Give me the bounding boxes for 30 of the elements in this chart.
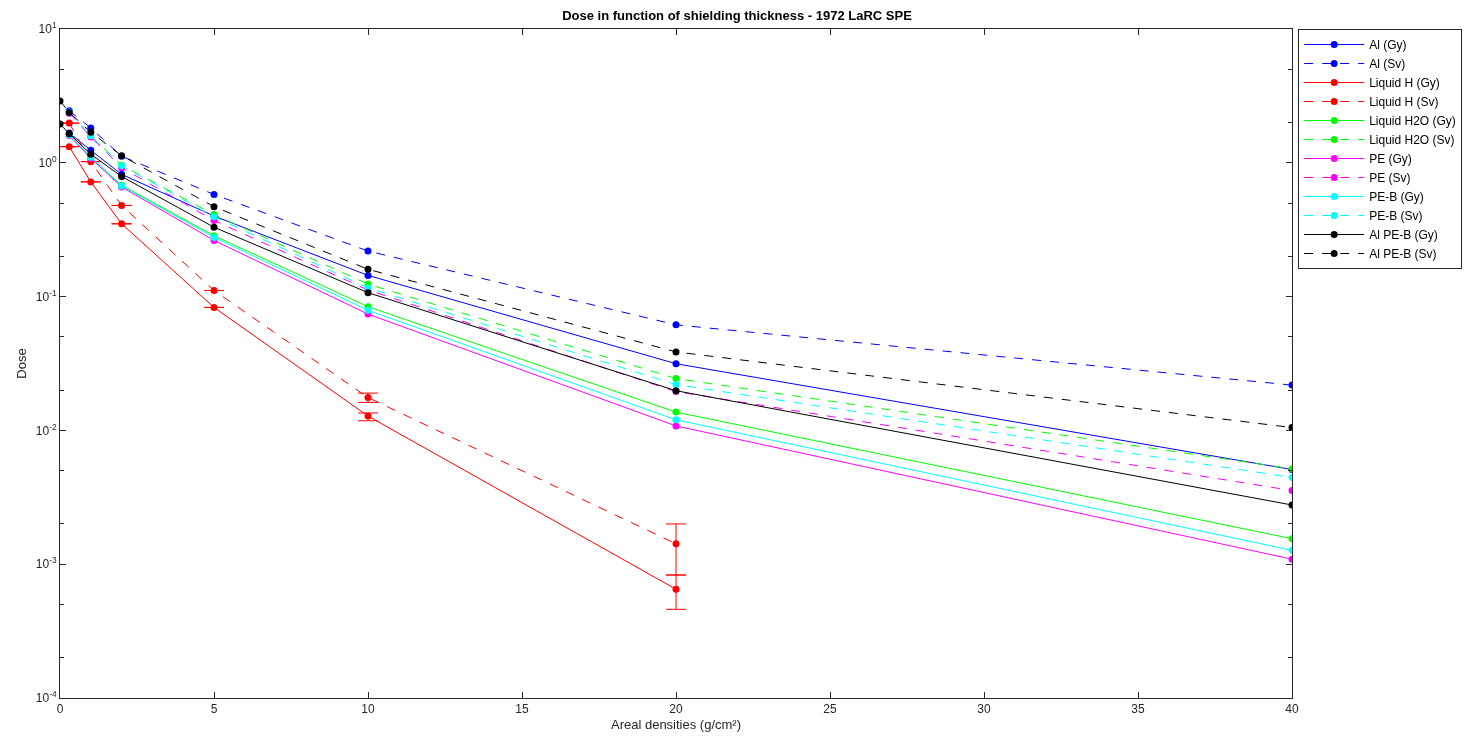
y-tick-label: 10$^{1}$ xyxy=(38,20,57,37)
legend-label: Al (Gy) xyxy=(1369,38,1407,53)
legend-label: PE (Sv) xyxy=(1369,171,1411,186)
legend-label: Liquid H (Gy) xyxy=(1369,76,1440,91)
legend-label: Liquid H2O (Sv) xyxy=(1369,133,1455,148)
legend-label: Al (Sv) xyxy=(1369,57,1406,72)
x-tick-label: 10 xyxy=(361,702,375,717)
x-tick-label: 0 xyxy=(56,702,64,717)
legend-label: Liquid H2O (Gy) xyxy=(1369,114,1456,129)
legend-label: Al PE-B (Sv) xyxy=(1369,247,1437,262)
legend-label: PE (Gy) xyxy=(1369,152,1412,167)
x-tick-label: 20 xyxy=(669,702,683,717)
x-tick-label: 5 xyxy=(210,702,218,717)
chart-title: Dose in function of shielding thickness - 1972 LaRC SPE xyxy=(562,8,913,24)
y-tick-label: 10$^{-2}$ xyxy=(35,421,57,438)
x-tick-label: 35 xyxy=(1131,702,1145,717)
legend-label: PE-B (Gy) xyxy=(1369,190,1424,205)
y-tick-label: 10$^{-1}$ xyxy=(35,287,57,304)
legend-label: Al PE-B (Gy) xyxy=(1369,228,1438,243)
y-tick-label: 10$^{0}$ xyxy=(38,153,57,170)
y-axis-title: Dose xyxy=(13,348,29,379)
y-tick-label: 10$^{-4}$ xyxy=(35,689,57,706)
x-tick-label: 40 xyxy=(1285,702,1299,717)
legend-label: Liquid H (Sv) xyxy=(1369,95,1439,110)
legend-label: PE-B (Sv) xyxy=(1369,209,1423,224)
x-tick-label: 25 xyxy=(823,702,837,717)
x-tick-label: 15 xyxy=(515,702,529,717)
x-axis-title: Areal densities (g/cm²) xyxy=(610,717,742,732)
y-tick-label: 10$^{-3}$ xyxy=(35,555,57,572)
x-tick-label: 30 xyxy=(977,702,991,717)
